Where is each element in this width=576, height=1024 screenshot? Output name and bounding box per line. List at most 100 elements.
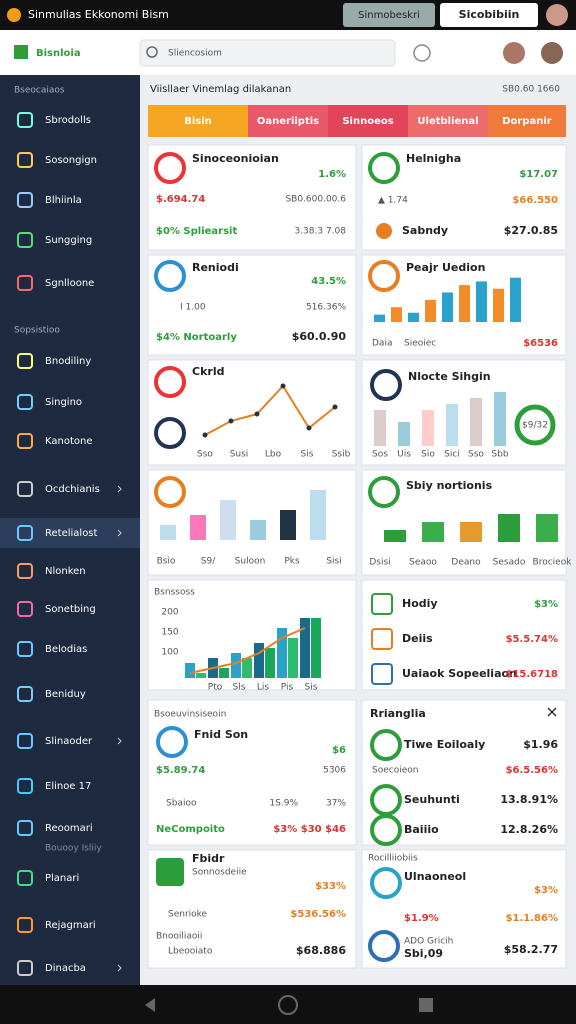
menu-icon (17, 275, 33, 291)
menu-icon (17, 917, 33, 933)
bar (536, 514, 558, 542)
breadcrumb: Viisllaer Vinemlag dilakanan (150, 84, 291, 95)
menu-icon (17, 192, 33, 208)
row-value: $15.6718 (505, 669, 558, 680)
badge: $33% (315, 881, 346, 892)
tab-label: Bisin (184, 116, 212, 127)
x-label: Sici (444, 450, 460, 460)
menu-item[interactable]: Belodias (45, 644, 87, 655)
menu-icon (17, 152, 33, 168)
tab[interactable] (408, 105, 488, 137)
logo-icon (14, 45, 28, 59)
point (306, 425, 312, 431)
bar (250, 520, 266, 540)
menu-icon (17, 353, 33, 369)
ring (514, 404, 556, 446)
foot: $4% Nortoarly (156, 332, 237, 343)
menu-item[interactable]: Retelialost (45, 528, 98, 539)
tab[interactable] (488, 105, 566, 137)
bar (254, 643, 264, 678)
bar (311, 618, 321, 678)
bar (408, 312, 419, 322)
bar (190, 515, 206, 540)
menu-item[interactable]: Planari (45, 873, 79, 884)
badge: $3% (534, 885, 558, 896)
menu-item[interactable]: Bnodiliny (45, 356, 91, 367)
menu-item[interactable]: Beniduy (45, 689, 86, 700)
menu-item[interactable]: Ocdchianis (45, 484, 100, 495)
card-title: Reniodi (192, 261, 239, 274)
row-label: Seuhunti (404, 793, 460, 806)
foot: Sieoiec (404, 339, 436, 349)
point (332, 404, 338, 410)
menu-icon (17, 960, 33, 976)
card-title: Ulnaoneol (404, 870, 466, 883)
card-title: Fbidr (192, 852, 225, 865)
menu-item[interactable]: Sonetbing (45, 604, 96, 615)
menu-item[interactable]: Nlonken (45, 566, 86, 577)
user-icon[interactable] (413, 44, 431, 62)
nav-recent[interactable] (419, 998, 433, 1012)
search-placeholder: Sliencosiom (168, 49, 222, 59)
bar (231, 653, 241, 678)
foot: Daia (372, 339, 392, 349)
row: Sbi,09 (404, 947, 443, 960)
icon (154, 417, 186, 449)
value: ▲ 1.74 (378, 196, 408, 206)
row-value: $6.5.56% (506, 765, 558, 776)
card-title: Nlocte Sihgin (408, 370, 491, 383)
menu-item[interactable]: Slinaoder (45, 736, 93, 747)
menu-item[interactable]: Kanotone (45, 436, 93, 447)
button-label: Sicobibiin (459, 8, 520, 21)
card-title: Fnid Son (194, 728, 248, 741)
icon (156, 726, 188, 758)
menu-item[interactable]: Rejagmari (45, 920, 96, 931)
row: NeCompoito (156, 824, 225, 835)
bar (460, 522, 482, 542)
card-title: Bsnssoss (154, 588, 195, 598)
search-box[interactable] (139, 39, 396, 67)
tab-label: Dorpanir (502, 116, 552, 127)
x-label: Seaoo (409, 558, 437, 568)
menu-item[interactable]: Sungging (45, 235, 92, 246)
value: 516.36% (306, 303, 346, 313)
x-label: Pks (284, 557, 300, 567)
line (204, 384, 336, 436)
menu-item[interactable]: Sbrodolls (45, 115, 91, 126)
menu-icon (17, 433, 33, 449)
nav-home[interactable] (278, 995, 298, 1015)
tab[interactable] (248, 105, 328, 137)
row-label: Uaiaok Sopeeliaon (402, 667, 517, 680)
card-title: Helnigha (406, 152, 461, 165)
icon (156, 858, 184, 886)
button[interactable] (440, 3, 538, 27)
bar (384, 530, 406, 542)
menu-icon (17, 232, 33, 248)
menu-item[interactable]: Elinoe 17 (45, 781, 91, 792)
icon (368, 476, 400, 508)
value: $17.07 (519, 169, 558, 180)
breadcrumb-right: SB0.60 1660 (502, 85, 560, 95)
tab[interactable] (148, 105, 248, 137)
menu-item[interactable]: Dinacba (45, 963, 86, 974)
nav-back[interactable] (145, 998, 155, 1012)
x-label: Sisi (326, 557, 341, 567)
card (361, 579, 567, 691)
menu-item[interactable]: Sgnlloone (45, 278, 94, 289)
card-header: Rrianglia (370, 707, 426, 720)
menu-item[interactable]: Blhiinla (45, 195, 82, 206)
bar (300, 618, 310, 678)
button[interactable] (343, 3, 435, 27)
row: 1S.9% (269, 799, 298, 809)
menu-item[interactable]: Sosongign (45, 155, 97, 166)
bar (196, 673, 206, 678)
x-label: Sso (197, 450, 213, 460)
close[interactable] (547, 707, 557, 717)
x-label: Sls (233, 683, 246, 693)
menu-item[interactable]: Reoomari (45, 823, 93, 834)
tab[interactable] (328, 105, 408, 137)
sub: 5306 (323, 766, 346, 776)
menu-item[interactable]: Singino (45, 397, 82, 408)
card (147, 699, 357, 846)
card-title: Peajr Uedion (406, 261, 485, 274)
